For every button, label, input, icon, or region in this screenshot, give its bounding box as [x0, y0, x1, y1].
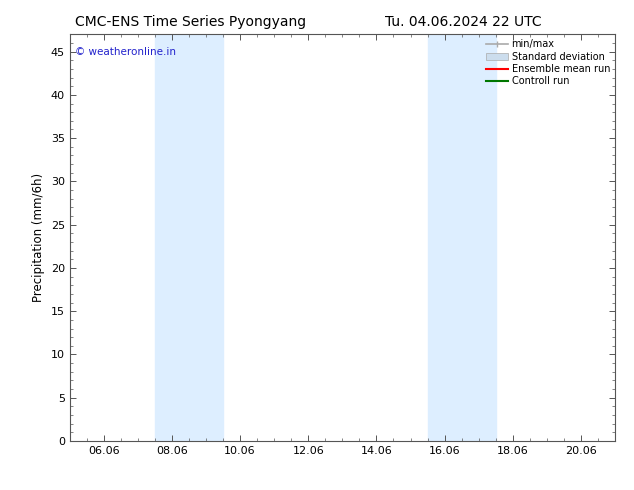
Legend: min/max, Standard deviation, Ensemble mean run, Controll run: min/max, Standard deviation, Ensemble me… [484, 37, 612, 88]
Text: Tu. 04.06.2024 22 UTC: Tu. 04.06.2024 22 UTC [384, 15, 541, 29]
Text: CMC-ENS Time Series Pyongyang: CMC-ENS Time Series Pyongyang [75, 15, 306, 29]
Bar [427, 34, 496, 441]
Y-axis label: Precipitation (mm/6h): Precipitation (mm/6h) [32, 173, 45, 302]
Bar [155, 34, 223, 441]
Text: © weatheronline.in: © weatheronline.in [75, 47, 176, 56]
